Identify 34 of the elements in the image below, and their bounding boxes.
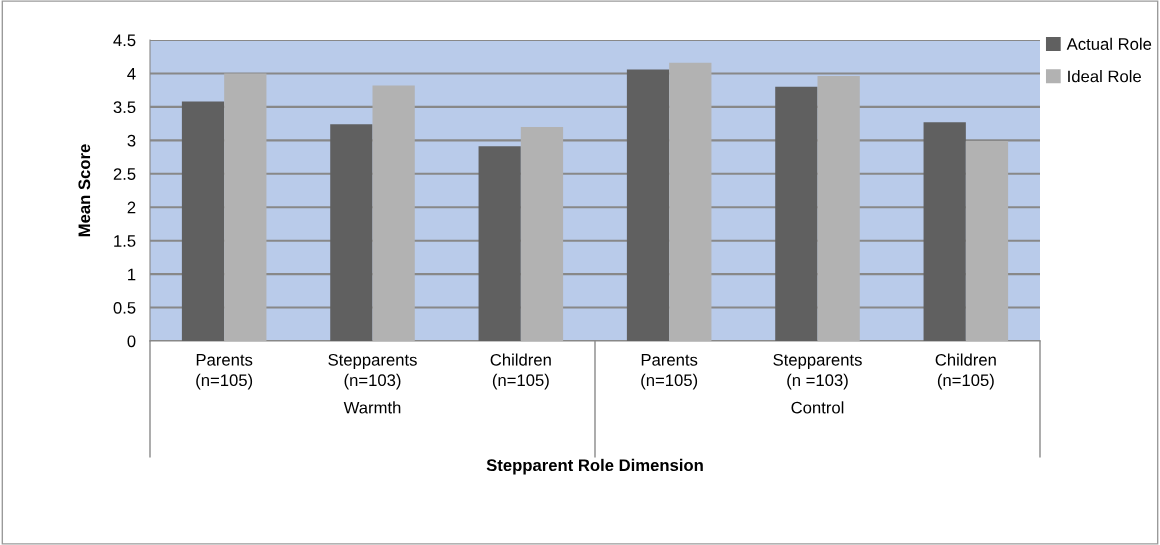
legend-label: Ideal Role (1068, 70, 1141, 83)
bar (626, 69, 670, 341)
y-tick-label: 0.5 (113, 301, 136, 314)
text: Control (791, 401, 844, 414)
legend-label: Actual Role (1066, 37, 1152, 50)
bar (520, 126, 564, 341)
bar (669, 62, 712, 341)
bar (372, 85, 415, 341)
y-tick-label: 4.5 (113, 34, 136, 47)
bar (224, 73, 267, 341)
y-tick-label: 3.5 (113, 101, 136, 114)
bar (923, 122, 966, 341)
bar (181, 101, 225, 341)
y-tick-label: 1.5 (114, 235, 136, 247)
text: Warmth (343, 401, 401, 414)
bar (478, 146, 521, 341)
bar (965, 141, 1009, 341)
x-tick-label: Children (n=105) (935, 353, 996, 390)
y-tick-label: 4 (127, 68, 136, 80)
x-tick-label: Children (n=105) (490, 353, 551, 390)
x-tick-label: Stepparents (n =103) (773, 353, 862, 390)
y-tick-label: 0 (127, 335, 136, 348)
y-axis-title: Mean Score (78, 144, 91, 237)
y-tick-label: 1 (128, 268, 136, 281)
bar (330, 124, 373, 341)
y-tick-label: 2 (127, 201, 136, 214)
y-tick-label: 2.5 (113, 168, 136, 180)
x-axis-title: Stepparent Role Dimension (486, 458, 703, 475)
bar (817, 76, 860, 341)
x-tick-label: Stepparents (n=103) (328, 353, 417, 390)
y-tick-label: 3 (127, 134, 136, 147)
x-tick-label: Parents (n=105) (641, 354, 698, 390)
bar (775, 86, 818, 341)
x-tick-label: Parents (n=105) (196, 354, 253, 390)
